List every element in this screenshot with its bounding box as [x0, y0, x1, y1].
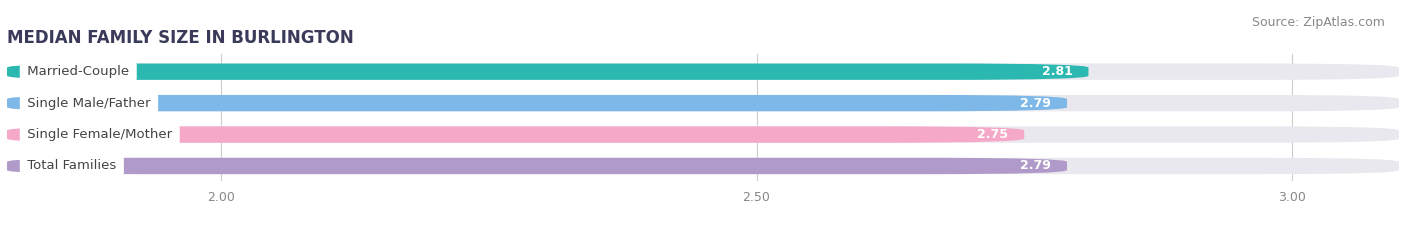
Text: Source: ZipAtlas.com: Source: ZipAtlas.com — [1251, 16, 1385, 29]
Text: 2.79: 2.79 — [1021, 97, 1050, 110]
Text: Married-Couple: Married-Couple — [22, 65, 134, 78]
FancyBboxPatch shape — [7, 126, 1024, 143]
Text: MEDIAN FAMILY SIZE IN BURLINGTON: MEDIAN FAMILY SIZE IN BURLINGTON — [7, 29, 354, 47]
FancyBboxPatch shape — [7, 158, 1399, 174]
FancyBboxPatch shape — [7, 158, 1067, 174]
FancyBboxPatch shape — [7, 64, 1399, 80]
Text: 2.79: 2.79 — [1021, 159, 1050, 172]
FancyBboxPatch shape — [7, 95, 1399, 111]
FancyBboxPatch shape — [7, 126, 1399, 143]
FancyBboxPatch shape — [7, 95, 1067, 111]
Text: Total Families: Total Families — [22, 159, 121, 172]
FancyBboxPatch shape — [7, 64, 1088, 80]
Text: Single Female/Mother: Single Female/Mother — [22, 128, 177, 141]
Text: Single Male/Father: Single Male/Father — [22, 97, 155, 110]
Text: 2.81: 2.81 — [1042, 65, 1073, 78]
Text: 2.75: 2.75 — [977, 128, 1008, 141]
